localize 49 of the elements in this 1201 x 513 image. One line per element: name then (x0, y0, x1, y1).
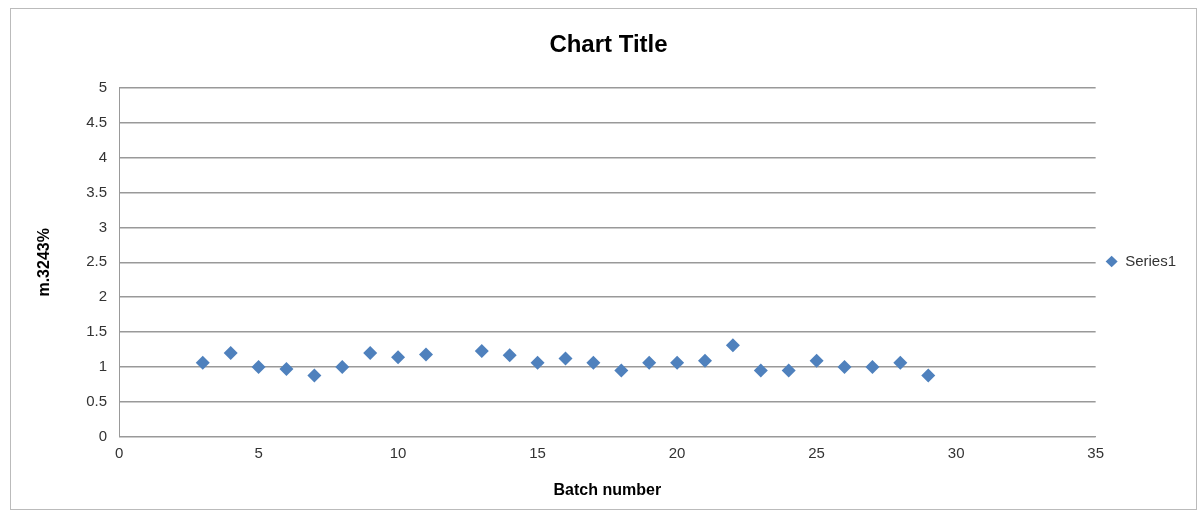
point (530, 355, 545, 370)
x-tick-label: 30 (947, 443, 965, 461)
point (698, 353, 713, 368)
y-tick-label: 1.5 (86, 322, 108, 340)
point (642, 355, 657, 370)
point (363, 346, 378, 361)
x-tick-label: 0 (114, 443, 124, 461)
point (893, 355, 908, 370)
y-tick-label: 4 (98, 147, 108, 165)
point (725, 338, 740, 353)
x-tick-label: 15 (529, 443, 546, 461)
point (195, 355, 210, 370)
point (251, 360, 266, 374)
point (223, 346, 238, 361)
point (837, 360, 852, 374)
y-tick-label: 2.5 (86, 252, 108, 270)
y-tick-label: 1 (98, 357, 108, 375)
point (865, 360, 880, 374)
point (586, 355, 601, 370)
point (670, 355, 685, 370)
point (809, 353, 824, 368)
chart-title: Chart Title (549, 30, 668, 58)
point (279, 362, 294, 377)
point (558, 351, 573, 366)
x-tick-label: 5 (254, 443, 263, 461)
point (781, 363, 796, 378)
point (474, 343, 489, 358)
x-tick-label: 20 (668, 443, 686, 461)
x-tick-label: 25 (808, 443, 825, 461)
y-tick-label: 0 (98, 426, 108, 444)
point (614, 363, 629, 378)
y-axis-title: m.3243% (35, 228, 53, 297)
point (335, 360, 350, 374)
point (391, 350, 406, 365)
y-tick-label: 3.5 (86, 182, 108, 200)
y-tick-label: 4.5 (86, 112, 108, 130)
point (418, 347, 433, 362)
x-axis-title: Batch number (553, 480, 662, 498)
point (921, 368, 936, 383)
legend-label: Series1 (1125, 251, 1176, 269)
point (307, 368, 322, 383)
y-tick-label: 5 (98, 77, 108, 95)
y-tick-label: 0.5 (86, 392, 108, 410)
point (502, 348, 517, 363)
x-tick-label: 10 (389, 443, 407, 461)
point (753, 363, 768, 378)
y-tick-label: 3 (98, 217, 108, 235)
y-tick-label: 2 (98, 287, 108, 305)
x-tick-label: 35 (1087, 443, 1104, 461)
